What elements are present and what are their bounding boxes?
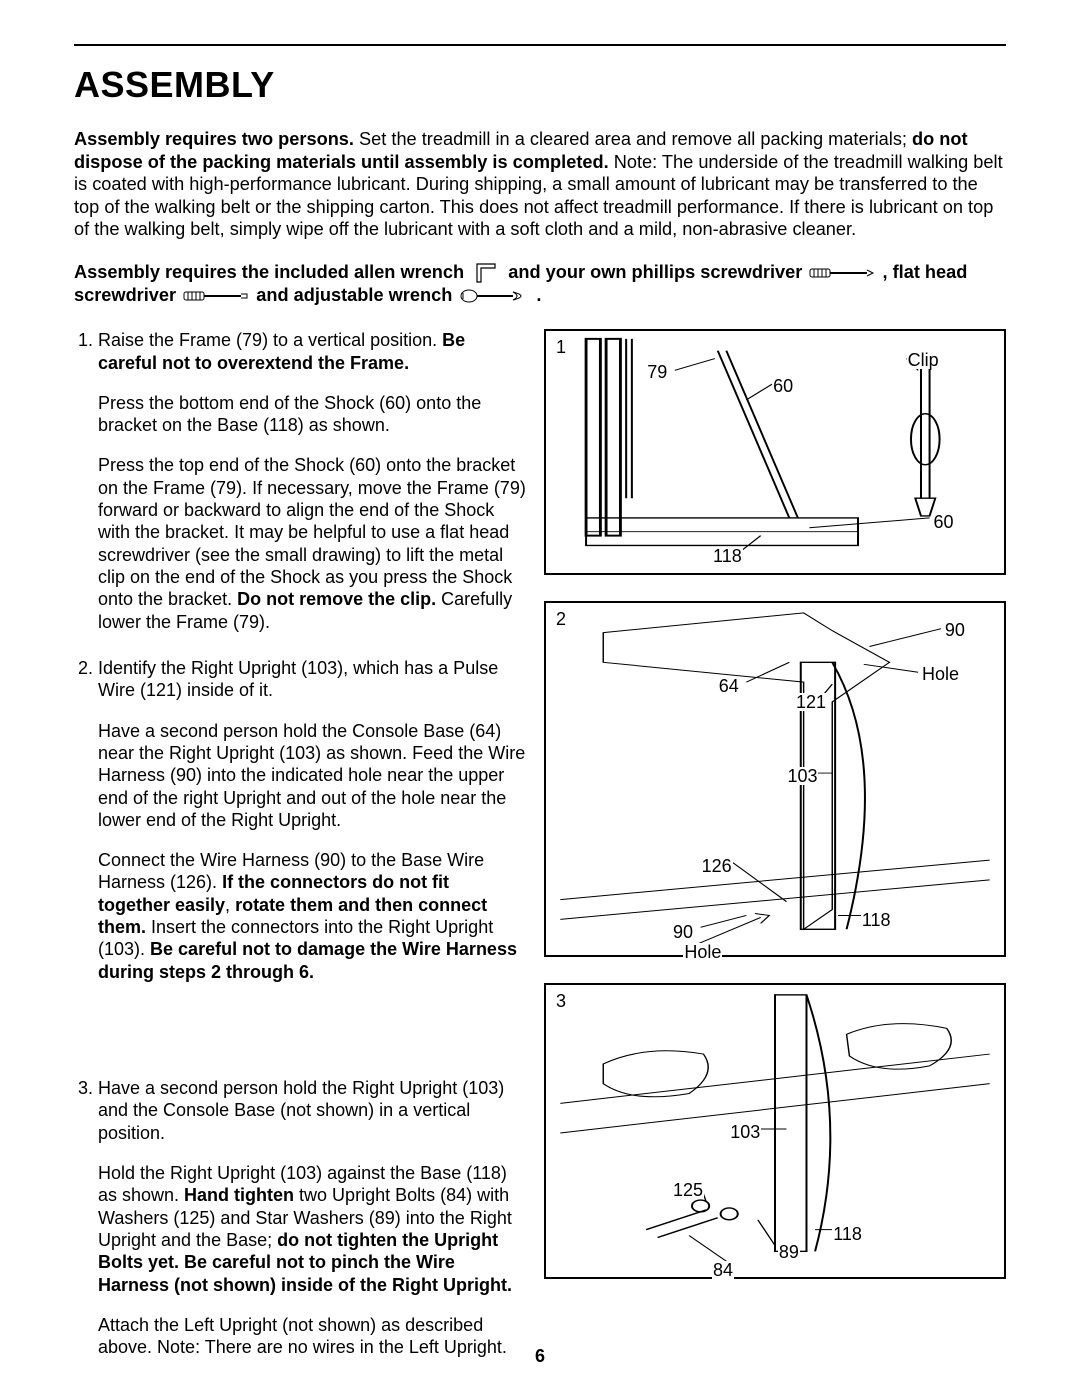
figure-3-label-118: 118 [832, 1225, 863, 1243]
step-2-para-1: Identify the Right Upright (103), which … [98, 657, 526, 702]
figure-3-label-103: 103 [729, 1123, 761, 1141]
step-1-p3-run2: Do not remove the clip. [237, 589, 436, 609]
tools-text-5: . [536, 285, 541, 305]
step-3-p2-run2: Hand tighten [184, 1185, 294, 1205]
figure-1-label-clip: Clip [907, 351, 940, 369]
figure-2: 2 90Hole6412110312611890Hole [544, 601, 1006, 957]
content-columns: Raise the Frame (79) to a vertical posit… [74, 329, 1006, 1376]
step-1-para-3: Press the top end of the Shock (60) onto… [98, 454, 526, 633]
step-3-para-2: Hold the Right Upright (103) against the… [98, 1162, 526, 1296]
steps-column: Raise the Frame (79) to a vertical posit… [74, 329, 526, 1376]
step-1-p2-run1: Press the bottom end of the Shock (60) o… [98, 393, 481, 435]
figure-3-label-89: 89 [778, 1243, 800, 1261]
page: ASSEMBLY Assembly requires two persons. … [0, 0, 1080, 1397]
phillips-screwdriver-icon [809, 266, 875, 280]
figure-1-label-60: 60 [932, 513, 954, 531]
step-2-para-2: Have a second person hold the Console Ba… [98, 720, 526, 832]
figure-2-drawing [546, 603, 1004, 955]
figure-2-number: 2 [556, 609, 566, 630]
step-3: Have a second person hold the Right Upri… [98, 1077, 526, 1358]
step-2-p2-run1: Have a second person hold the Console Ba… [98, 721, 525, 830]
step-2-p1-run1: Identify the Right Upright (103), which … [98, 658, 498, 700]
figure-2-label-126: 126 [701, 857, 733, 875]
figure-2-label-90: 90 [944, 621, 966, 639]
figure-2-label-hole: Hole [683, 943, 722, 961]
top-rule [74, 44, 1006, 46]
figure-2-label-hole: Hole [921, 665, 960, 683]
figure-1-label-79: 79 [646, 363, 668, 381]
tools-text-4: and adjustable wrench [256, 285, 457, 305]
figure-3-label-84: 84 [712, 1261, 734, 1279]
figure-1-label-60: 60 [772, 377, 794, 395]
step-3-para-1: Have a second person hold the Right Upri… [98, 1077, 526, 1144]
adjustable-wrench-icon [459, 285, 529, 307]
page-number: 6 [0, 1346, 1080, 1367]
step-2-para-3: Connect the Wire Harness (90) to the Bas… [98, 849, 526, 983]
step-1-p3-run1: Press the top end of the Shock (60) onto… [98, 455, 526, 609]
step-1-p1-run1: Raise the Frame (79) to a vertical posit… [98, 330, 442, 350]
figure-1: 1 79 60 Clip 60 118 [544, 329, 1006, 575]
tools-text-1: Assembly requires the included allen wre… [74, 262, 469, 282]
figure-1-number: 1 [556, 337, 566, 358]
figure-2-label-121: 121 [795, 693, 827, 711]
figure-2-label-103: 103 [786, 767, 818, 785]
flathead-screwdriver-icon [183, 289, 249, 303]
step-1: Raise the Frame (79) to a vertical posit… [98, 329, 526, 633]
tools-paragraph: Assembly requires the included allen wre… [74, 261, 1006, 307]
intro-paragraph: Assembly requires two persons. Set the t… [74, 128, 1006, 241]
figure-3-label-125: 125 [672, 1181, 704, 1199]
figure-3-drawing [546, 985, 1004, 1277]
step-2-p3-run3: , [225, 895, 235, 915]
figure-3-number: 3 [556, 991, 566, 1012]
figure-2-label-118: 118 [861, 911, 892, 929]
figures-column: 1 79 60 Clip 60 118 2 90 Hole 64 121 103 126 118 90 H… [544, 329, 1006, 1376]
allen-wrench-icon [471, 262, 501, 284]
figure-3: 3 103 125 89 84 118 [544, 983, 1006, 1279]
step-3-p1-run1: Have a second person hold the Right Upri… [98, 1078, 504, 1143]
step-2-p3-run6: Be careful not to damage the Wire Harnes… [98, 939, 517, 981]
tools-text-2: and your own phillips screwdriver [508, 262, 807, 282]
step-1-para-1: Raise the Frame (79) to a vertical posit… [98, 329, 526, 374]
step-1-para-2: Press the bottom end of the Shock (60) o… [98, 392, 526, 437]
page-title: ASSEMBLY [74, 64, 1006, 106]
intro-bold-1: Assembly requires two persons. [74, 129, 354, 149]
figure-2-label-64: 64 [718, 677, 740, 695]
step-2: Identify the Right Upright (103), which … [98, 657, 526, 983]
figure-2-label-90: 90 [672, 923, 694, 941]
figure-1-label-118: 118 [712, 547, 743, 565]
steps-list: Raise the Frame (79) to a vertical posit… [74, 329, 526, 1358]
intro-text-1: Set the treadmill in a cleared area and … [354, 129, 912, 149]
